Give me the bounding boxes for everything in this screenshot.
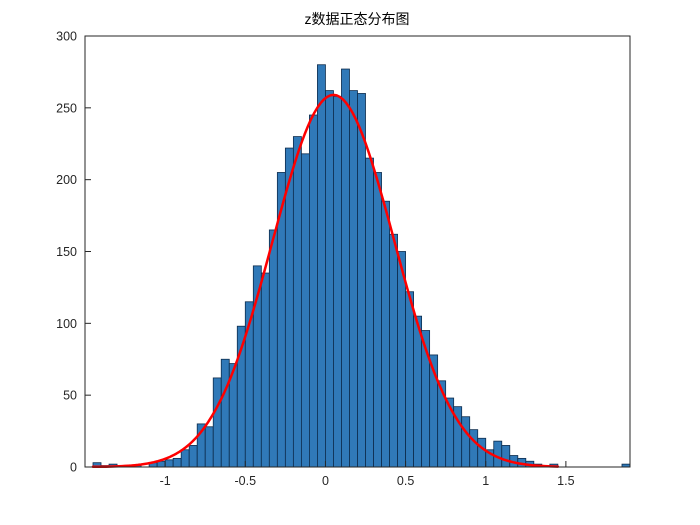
x-tick-label: 0	[322, 474, 329, 488]
histogram-bar	[309, 114, 318, 468]
histogram-bar	[164, 459, 174, 468]
histogram-bar	[292, 136, 302, 468]
histogram-bar	[357, 93, 366, 468]
axes: -1 -0.5 0 0.5 1 1.5 0 50 100 150 200 250 300	[56, 30, 631, 488]
y-tick-label: 50	[63, 389, 77, 403]
histogram-bar	[373, 172, 382, 468]
histogram-bar	[212, 377, 222, 468]
histogram-bar	[220, 358, 230, 468]
histogram-bar	[325, 90, 334, 468]
y-tick-label: 0	[70, 461, 77, 475]
histogram-bar	[405, 291, 414, 468]
y-tick-label: 100	[56, 317, 77, 331]
x-tick-label: 1	[482, 474, 489, 488]
histogram-bar	[381, 200, 390, 468]
histogram-bar	[389, 233, 398, 468]
histogram-bar	[413, 315, 423, 468]
histogram-bar	[172, 457, 182, 468]
histogram-bar	[204, 426, 214, 468]
chart-title: z数据正态分布图	[305, 11, 410, 27]
y-tick-label: 150	[56, 245, 77, 259]
normal-fit-curve	[91, 93, 560, 469]
x-tick-label: 1.5	[557, 474, 574, 488]
y-tick-label: 250	[56, 101, 77, 115]
histogram-bar	[284, 147, 294, 468]
histogram-bar	[300, 153, 310, 468]
histogram-bar	[469, 429, 479, 468]
histogram-bar	[317, 64, 326, 468]
histogram-bar	[268, 229, 278, 468]
histogram-bar	[477, 437, 487, 468]
histogram-bar	[260, 272, 270, 468]
x-tick-label: -1	[160, 474, 171, 488]
histogram-bar	[461, 416, 471, 468]
y-tick-label: 200	[56, 173, 77, 187]
histogram-bar	[493, 440, 503, 468]
histogram-bars	[92, 64, 631, 468]
histogram-bar	[349, 90, 358, 468]
histogram-bar	[188, 445, 198, 468]
histogram-bar	[333, 95, 342, 468]
histogram-bar	[341, 68, 350, 468]
x-tick-label: 0.5	[397, 474, 414, 488]
x-tick-label: -0.5	[235, 474, 257, 488]
histogram-bar	[365, 157, 374, 468]
histogram-bar	[397, 251, 406, 468]
y-tick-label: 300	[56, 30, 77, 44]
histogram-bar	[180, 449, 190, 468]
histogram-bar	[501, 445, 511, 468]
